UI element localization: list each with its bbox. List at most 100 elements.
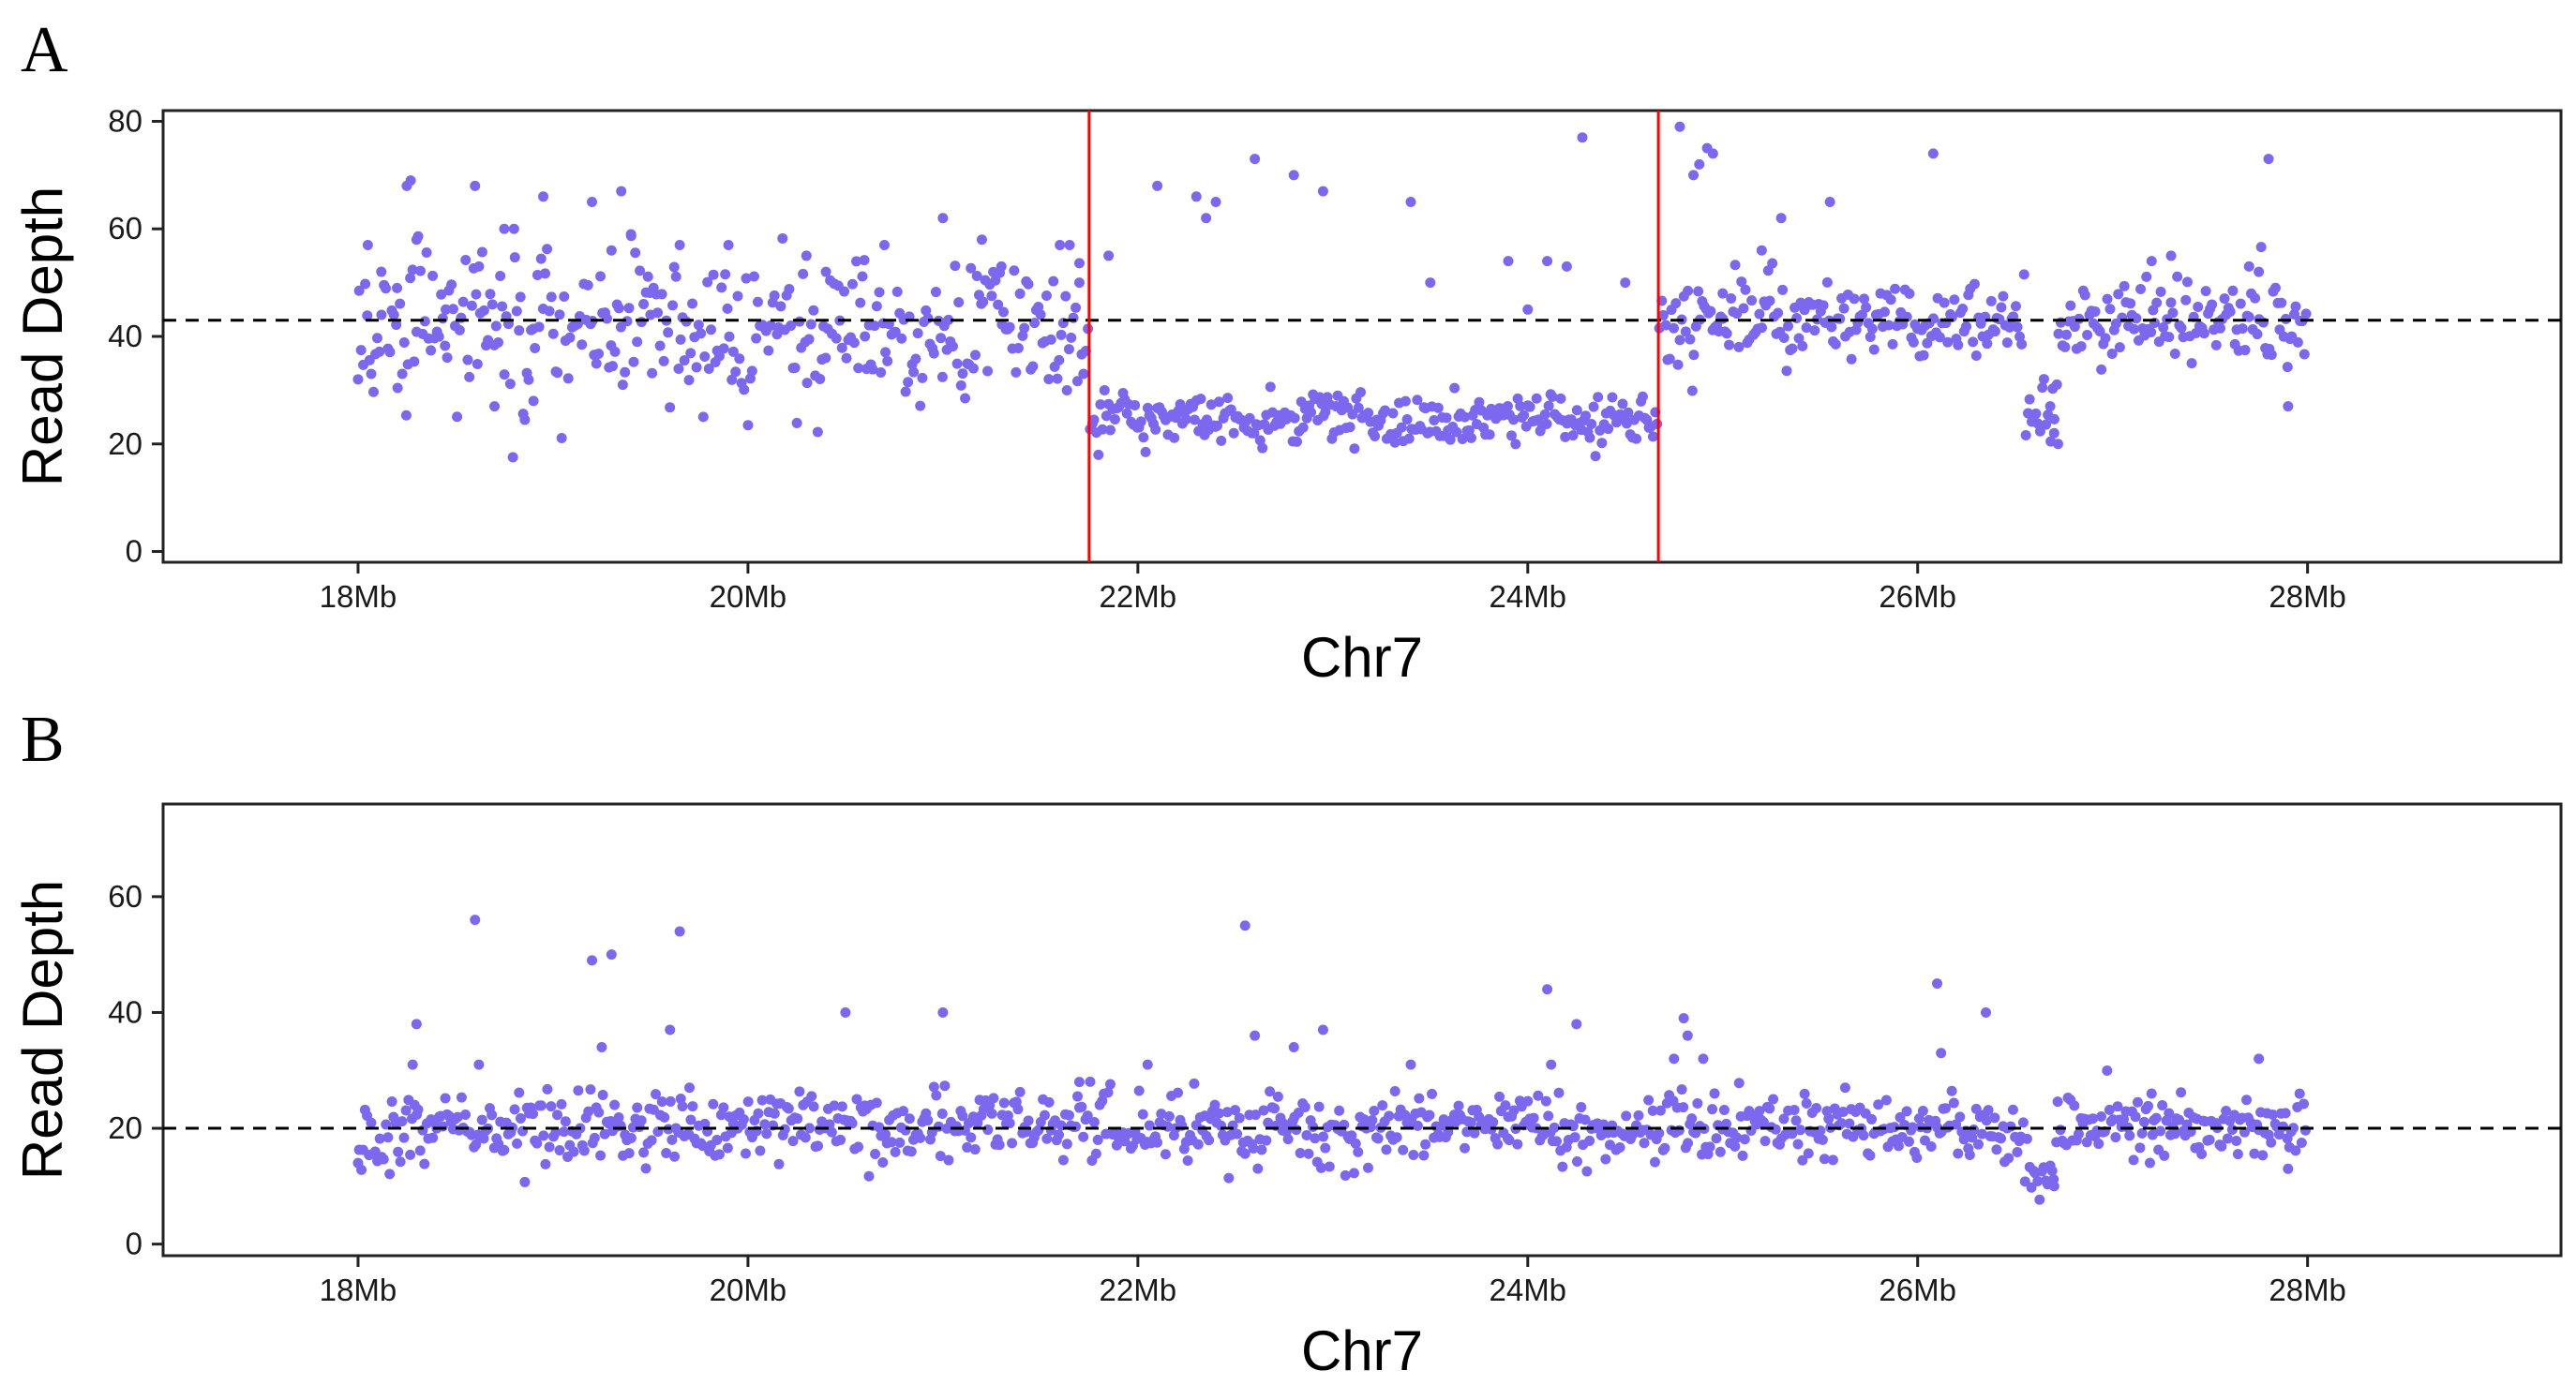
data-point bbox=[400, 410, 412, 421]
data-point bbox=[894, 1137, 906, 1148]
data-point bbox=[1557, 1161, 1568, 1172]
data-point bbox=[1095, 399, 1106, 410]
data-point bbox=[1258, 1105, 1269, 1116]
data-point bbox=[355, 345, 367, 356]
data-point bbox=[1674, 335, 1685, 346]
data-point bbox=[855, 297, 866, 308]
data-point bbox=[820, 266, 831, 277]
data-point bbox=[1547, 391, 1558, 402]
data-point bbox=[912, 328, 923, 339]
data-point bbox=[1310, 1133, 1321, 1144]
data-point bbox=[400, 1105, 412, 1116]
data-point bbox=[808, 1101, 819, 1112]
data-point bbox=[1073, 1077, 1085, 1088]
data-point bbox=[1659, 1142, 1670, 1154]
data-point bbox=[2124, 1130, 2135, 1141]
data-point bbox=[1593, 392, 1604, 403]
data-point bbox=[886, 1137, 897, 1148]
data-point bbox=[1880, 1095, 1892, 1106]
data-point bbox=[2094, 326, 2105, 337]
data-point bbox=[908, 366, 920, 378]
data-point bbox=[405, 175, 416, 186]
data-point bbox=[1567, 430, 1579, 441]
data-point bbox=[398, 1132, 410, 1143]
data-point bbox=[642, 271, 653, 282]
data-point bbox=[1778, 333, 1790, 344]
data-point bbox=[1035, 309, 1046, 320]
data-point bbox=[1801, 1098, 1812, 1110]
data-point bbox=[1756, 245, 1767, 256]
data-point bbox=[514, 1087, 525, 1098]
data-point bbox=[1340, 1169, 1351, 1181]
data-point bbox=[803, 1123, 815, 1134]
data-point bbox=[993, 299, 1004, 310]
data-point bbox=[769, 290, 780, 301]
data-point bbox=[2294, 1088, 2305, 1099]
data-point bbox=[1474, 396, 1485, 408]
data-point bbox=[2030, 408, 2042, 419]
data-point bbox=[1214, 1108, 1225, 1119]
data-point bbox=[718, 1102, 729, 1113]
data-point bbox=[1623, 407, 1634, 418]
data-point bbox=[761, 1128, 772, 1139]
data-point bbox=[596, 1042, 607, 1053]
data-point bbox=[955, 380, 966, 391]
data-point bbox=[1823, 1113, 1835, 1124]
data-point bbox=[499, 369, 510, 380]
data-point bbox=[2113, 289, 2124, 300]
data-point bbox=[1425, 277, 1436, 289]
data-point bbox=[620, 366, 631, 378]
data-point bbox=[1654, 1127, 1665, 1139]
data-point bbox=[853, 363, 864, 374]
data-point bbox=[859, 255, 870, 266]
data-point bbox=[1801, 322, 1812, 334]
data-point bbox=[1213, 396, 1224, 408]
data-point bbox=[943, 1154, 954, 1166]
data-point bbox=[1540, 1095, 1551, 1107]
x-axis-title: Chr7 bbox=[1301, 626, 1423, 689]
data-point bbox=[1614, 1142, 1625, 1154]
data-point bbox=[1560, 431, 1571, 442]
data-point bbox=[2112, 1101, 2123, 1112]
data-point bbox=[2065, 300, 2076, 311]
data-point bbox=[890, 1146, 901, 1157]
data-point bbox=[2292, 336, 2303, 348]
data-point bbox=[460, 1110, 472, 1121]
data-point bbox=[1903, 1136, 1914, 1147]
data-point bbox=[1090, 1148, 1101, 1159]
data-point bbox=[917, 372, 928, 383]
data-point bbox=[1334, 1105, 1345, 1116]
data-point bbox=[528, 395, 539, 407]
data-point bbox=[1137, 1109, 1148, 1120]
y-tick-label: 40 bbox=[108, 994, 142, 1029]
data-point bbox=[1730, 260, 1741, 271]
data-point bbox=[1908, 336, 1919, 348]
data-point bbox=[462, 354, 473, 365]
data-point bbox=[1101, 410, 1112, 422]
data-point bbox=[1985, 295, 1997, 306]
data-point bbox=[1460, 1142, 1471, 1154]
data-point bbox=[1138, 432, 1149, 443]
data-point bbox=[1561, 261, 1572, 272]
data-point bbox=[1678, 1013, 1689, 1024]
data-point bbox=[718, 343, 729, 354]
data-point bbox=[1803, 1148, 1814, 1159]
data-point bbox=[1584, 432, 1595, 443]
data-point bbox=[943, 314, 954, 325]
data-point bbox=[1140, 446, 1151, 457]
data-point bbox=[936, 371, 948, 382]
data-point bbox=[1398, 1144, 1409, 1155]
data-point bbox=[1043, 1096, 1055, 1108]
data-point bbox=[1232, 1128, 1243, 1139]
data-point bbox=[846, 1118, 858, 1129]
data-point bbox=[1973, 1139, 1984, 1150]
data-point bbox=[2224, 306, 2236, 318]
data-point bbox=[2169, 1128, 2180, 1139]
data-point bbox=[544, 1141, 555, 1153]
data-point bbox=[696, 328, 707, 339]
data-point bbox=[2074, 313, 2085, 324]
data-point bbox=[1835, 1118, 1847, 1129]
y-axis-title: Read Depth bbox=[11, 186, 74, 486]
data-point bbox=[2169, 348, 2180, 359]
data-point bbox=[1738, 303, 1749, 314]
